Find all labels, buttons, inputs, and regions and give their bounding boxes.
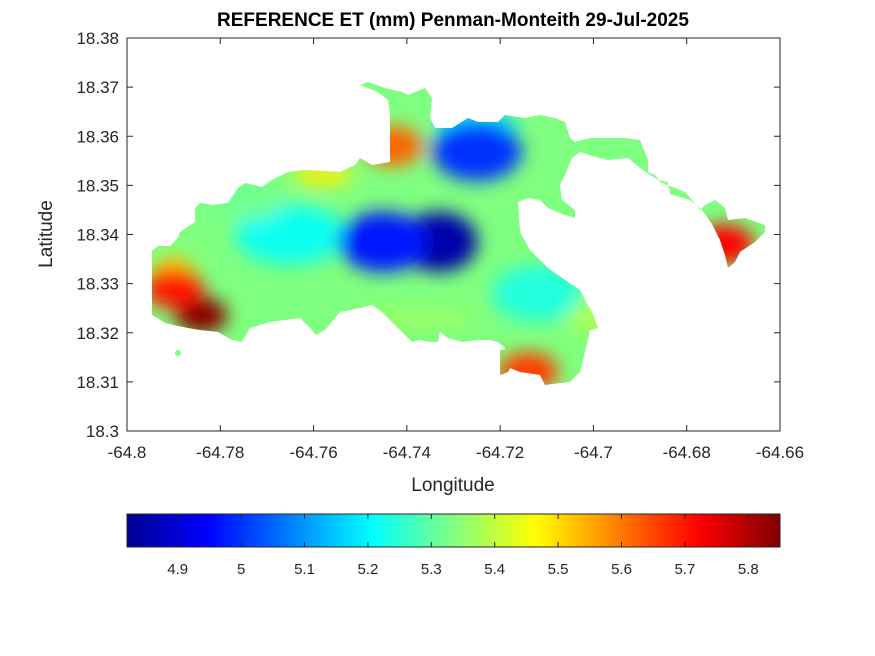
y-tick-label: 18.35: [76, 176, 119, 195]
field-maximum: [175, 297, 228, 334]
colorbar-tick-label: 5.2: [357, 561, 378, 578]
field-tone: [492, 265, 583, 322]
y-tick-label: 18.36: [76, 127, 119, 146]
y-axis-ticks: 18.3 18.31 18.32 18.33 18.34 18.35 18.36 18.37 1…: [76, 29, 780, 441]
x-tick-label: -64.8: [108, 443, 147, 462]
colorbar-tick-label: 5.5: [548, 561, 569, 578]
y-tick-label: 18.38: [76, 29, 119, 48]
colorbar: [126, 513, 781, 548]
x-tick-label: -64.78: [196, 443, 244, 462]
x-tick-label: -64.66: [756, 443, 804, 462]
x-tick-label: -64.7: [574, 443, 613, 462]
y-tick-label: 18.32: [76, 324, 119, 343]
chart-title: REFERENCE ET (mm) Penman-Monteith 29-Jul…: [217, 10, 689, 31]
field-low: [338, 211, 429, 272]
colorbar-tick-label: 5.4: [484, 561, 505, 578]
x-axis-ticks: -64.8 -64.78 -64.76 -64.74 -64.72 -64.7 -64.68…: [108, 38, 804, 462]
colorbar-tick-label: 5.7: [674, 561, 695, 578]
colorbar-tick-label: 5.8: [738, 561, 759, 578]
y-axis-label: Latitude: [36, 200, 57, 268]
x-axis-label: Longitude: [411, 475, 494, 496]
field-high: [152, 268, 204, 309]
y-tick-label: 18.31: [76, 373, 119, 392]
x-tick-label: -64.72: [476, 443, 524, 462]
y-tick-label: 18.37: [76, 78, 119, 97]
colorbar-tick-label: 5.1: [294, 561, 315, 578]
y-tick-label: 18.33: [76, 275, 119, 294]
x-tick-label: -64.74: [383, 443, 431, 462]
colorbar-ticks: 4.9 5 5.1 5.2 5.3 5.4 5.5 5.6 5.7 5.8: [167, 514, 759, 578]
x-tick-label: -64.76: [289, 443, 337, 462]
y-tick-label: 18.3: [86, 422, 119, 441]
colorbar-tick-label: 5: [237, 561, 245, 578]
colorbar-tick-label: 4.9: [167, 561, 188, 578]
y-tick-label: 18.34: [76, 226, 119, 245]
field-tone: [235, 204, 346, 265]
colorbar-tick-label: 5.3: [421, 561, 442, 578]
field-low: [431, 120, 522, 181]
colorbar-tick-label: 5.6: [611, 561, 632, 578]
x-tick-label: -64.68: [663, 443, 711, 462]
